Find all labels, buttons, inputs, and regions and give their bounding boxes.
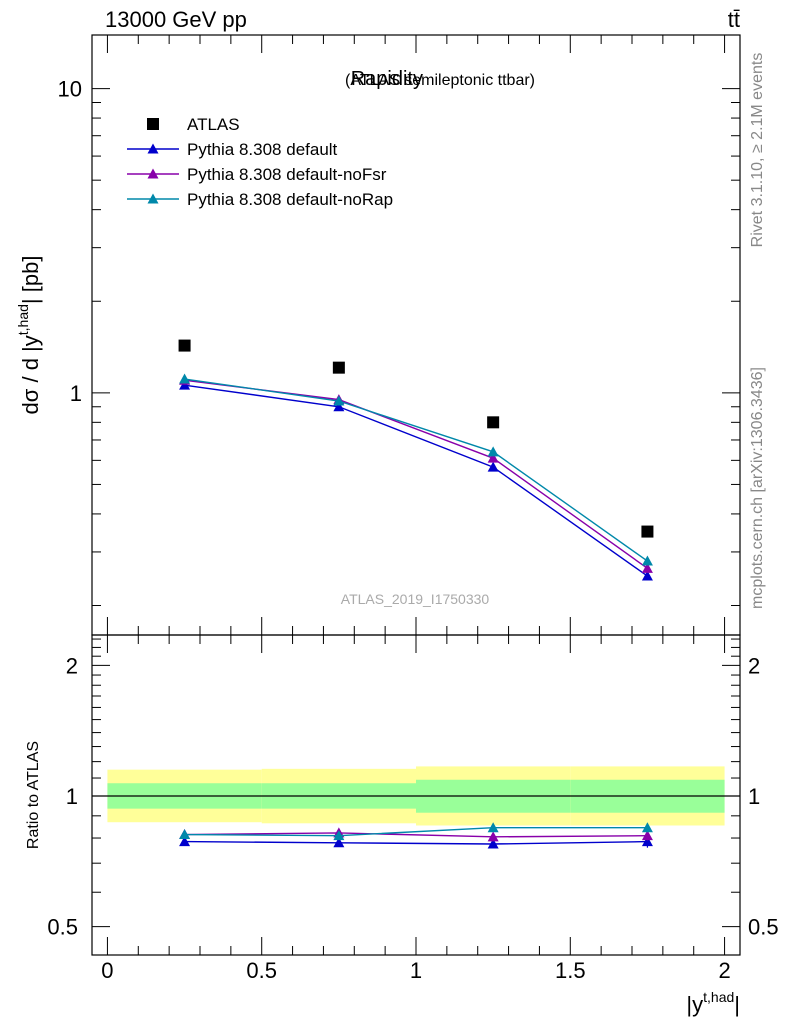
header-energy: 13000 GeV pp — [105, 7, 247, 32]
data-point-mc — [179, 373, 191, 384]
series-pythia-8-308-default — [179, 379, 653, 581]
main-plot-content — [178, 339, 654, 581]
ratio-y-axis-label: Ratio to ATLAS — [25, 741, 42, 849]
x-label-sup: t,had — [703, 989, 734, 1005]
ratio-data-point — [179, 829, 191, 840]
ratio-series-pythia-8-308-default — [179, 835, 653, 849]
x-tick-label: 1.5 — [555, 958, 586, 983]
ratio-data-point — [487, 838, 499, 849]
series-pythia-8-308-default-norap — [179, 373, 653, 566]
data-point-mc — [333, 401, 345, 412]
ratio-series-line — [184, 840, 648, 845]
ratio-y-tick-label: 2 — [66, 653, 78, 678]
legend-label: Pythia 8.308 default — [187, 140, 338, 159]
main-y-tick-label: 10 — [58, 77, 82, 102]
svg-text:dσ / d |yt,had| [pb]: dσ / d |yt,had| [pb] — [15, 256, 43, 415]
data-point-mc — [333, 395, 345, 406]
y-label-sup: t,had — [15, 304, 31, 335]
main-panel: 110 Rapidity (ATLAS semileptonic ttbar) … — [15, 34, 741, 636]
data-point-mc — [641, 570, 653, 581]
ratio-axis-ticks: 0.5 0.5 1 1 2 2 0 0.5 1 1.5 2 — [47, 635, 779, 983]
x-tick-label: 0.5 — [246, 958, 277, 983]
plot-title: Rapidity — [351, 68, 423, 90]
ratio-y-tick-label-right: 1 — [748, 784, 760, 809]
legend: ATLAS Pythia 8.308 default Pythia 8.308 de… — [127, 115, 393, 209]
main-y-axis-label: dσ / d |yt,had| [pb] — [15, 256, 43, 415]
ratio-data-point — [487, 831, 499, 842]
x-tick-label: 2 — [718, 958, 730, 983]
ratio-data-point — [641, 836, 653, 847]
ratio-data-point — [487, 822, 499, 833]
ratio-panel: 0.5 0.5 1 1 2 2 0 0.5 1 1.5 2 Ratio to ATLAS |yt,h… — [25, 634, 779, 1017]
x-tick-label: 1 — [410, 958, 422, 983]
legend-label: Pythia 8.308 default-noFsr — [187, 165, 387, 184]
plot-subtitle: (ATLAS semileptonic ttbar) — [345, 72, 535, 89]
x-tick-label: 0 — [101, 958, 113, 983]
data-point-atlas — [487, 416, 500, 429]
ratio-y-tick-label: 0.5 — [47, 915, 78, 940]
data-point-mc — [487, 452, 499, 463]
data-point-mc — [641, 562, 653, 573]
series-line — [184, 384, 648, 577]
data-point-mc — [487, 446, 499, 457]
series-atlas — [178, 339, 654, 538]
ratio-series-pythia-8-308-default-norap — [179, 822, 653, 841]
y-label-main: dσ / d |y — [18, 335, 43, 414]
x-label-end: | — [734, 992, 740, 1017]
ratio-y-tick-label-right: 2 — [748, 653, 760, 678]
ratio-plot-content — [92, 766, 740, 849]
ratio-data-point — [333, 837, 345, 848]
ratio-series-line — [184, 827, 648, 837]
ratio-y-tick-label-right: 0.5 — [748, 915, 779, 940]
ratio-y-tick-label: 1 — [66, 784, 78, 809]
ratio-series-line — [184, 832, 648, 838]
data-point-mc — [487, 461, 499, 472]
rivet-info: Rivet 3.1.10, ≥ 2.1M events — [749, 53, 766, 248]
legend-marker — [147, 143, 159, 154]
series-pythia-8-308-default-nofsr — [179, 374, 653, 573]
main-y-tick-label: 1 — [70, 381, 82, 406]
data-point-mc — [641, 555, 653, 566]
analysis-watermark: ATLAS_2019_I1750330 — [341, 591, 490, 607]
series-line — [184, 378, 648, 562]
data-point-atlas — [178, 339, 191, 352]
legend-marker — [147, 168, 159, 179]
ratio-data-point — [179, 836, 191, 847]
ratio-data-point — [641, 830, 653, 841]
y-label-unit: | [pb] — [18, 256, 43, 305]
legend-marker — [147, 193, 159, 204]
main-axis-ticks: 1 10 — [58, 35, 740, 635]
x-axis-label: |yt,had| — [686, 989, 740, 1017]
data-point-atlas — [641, 525, 654, 538]
ratio-data-point — [641, 822, 653, 833]
header-process: tt̄ — [728, 7, 740, 32]
x-label-main: |y — [686, 992, 703, 1017]
ratio-data-point — [333, 830, 345, 841]
legend-marker-atlas — [147, 118, 159, 130]
legend-label: ATLAS — [187, 115, 240, 134]
legend-label: Pythia 8.308 default-noRap — [187, 190, 393, 209]
data-point-atlas — [332, 361, 345, 374]
source-info: mcplots.cern.ch [arXiv:1306.3436] — [749, 367, 766, 609]
series-line — [184, 379, 648, 569]
